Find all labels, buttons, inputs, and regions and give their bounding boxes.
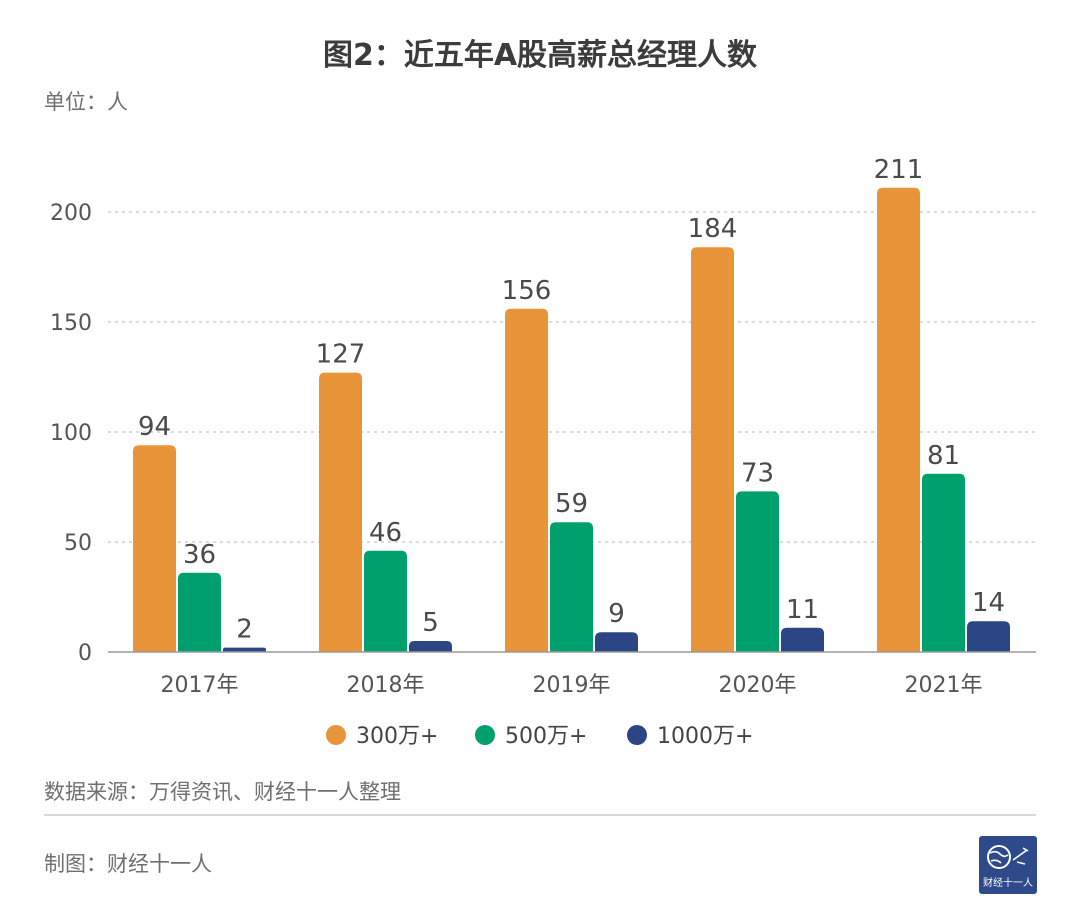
brand-logo: 财经十一人	[979, 836, 1037, 894]
y-tick-label: 50	[64, 531, 92, 556]
bar-value-label: 36	[183, 540, 216, 570]
legend-marker	[627, 725, 647, 745]
chart-title: 图2：近五年A股高薪总经理人数	[322, 38, 758, 73]
bar-value-label: 184	[688, 214, 738, 244]
data-source-note: 数据来源：万得资讯、财经十一人整理	[44, 780, 401, 804]
bar	[877, 187, 920, 653]
bar	[223, 647, 266, 652]
x-tick-label: 2020年	[719, 673, 797, 698]
chart-maker-note: 制图：财经十一人	[44, 852, 212, 876]
y-tick-label: 200	[50, 201, 92, 226]
x-tick-label: 2021年	[905, 673, 983, 698]
bar-value-label: 11	[786, 595, 819, 625]
bar	[505, 308, 548, 652]
y-tick-label: 100	[50, 421, 92, 446]
bar-value-label: 14	[972, 588, 1005, 618]
bar-value-label: 156	[502, 276, 552, 306]
legend-marker	[475, 725, 495, 745]
legend-marker	[326, 725, 346, 745]
globe-icon	[987, 845, 1029, 869]
bar-value-label: 211	[874, 155, 924, 185]
y-tick-label: 150	[50, 311, 92, 336]
bar	[409, 641, 452, 652]
bar-value-label: 46	[369, 518, 402, 548]
bar	[364, 550, 407, 652]
bar-value-label: 73	[741, 458, 774, 488]
bar	[781, 627, 824, 652]
bar	[550, 522, 593, 652]
bar-value-label: 81	[927, 441, 960, 471]
legend-label: 1000万+	[657, 724, 753, 749]
bar-value-label: 59	[555, 489, 588, 519]
bar	[691, 247, 734, 652]
bar-value-label: 127	[316, 340, 366, 370]
bar	[967, 621, 1010, 652]
bar	[319, 372, 362, 652]
bar-value-label: 2	[236, 615, 253, 645]
bar	[736, 491, 779, 652]
bar-value-label: 5	[422, 608, 439, 638]
bar	[133, 445, 176, 652]
unit-label: 单位：人	[44, 90, 128, 114]
bar-value-label: 9	[608, 599, 625, 629]
x-tick-label: 2018年	[347, 673, 425, 698]
bar	[595, 632, 638, 652]
legend-label: 300万+	[356, 724, 438, 749]
bar	[178, 572, 221, 652]
footer-divider	[44, 814, 1036, 816]
x-tick-label: 2017年	[161, 673, 239, 698]
logo-text: 财经十一人	[983, 878, 1033, 889]
legend-label: 500万+	[505, 724, 587, 749]
bar-value-label: 94	[138, 412, 171, 442]
y-tick-label: 0	[78, 641, 92, 666]
bar	[922, 473, 965, 652]
x-tick-label: 2019年	[533, 673, 611, 698]
